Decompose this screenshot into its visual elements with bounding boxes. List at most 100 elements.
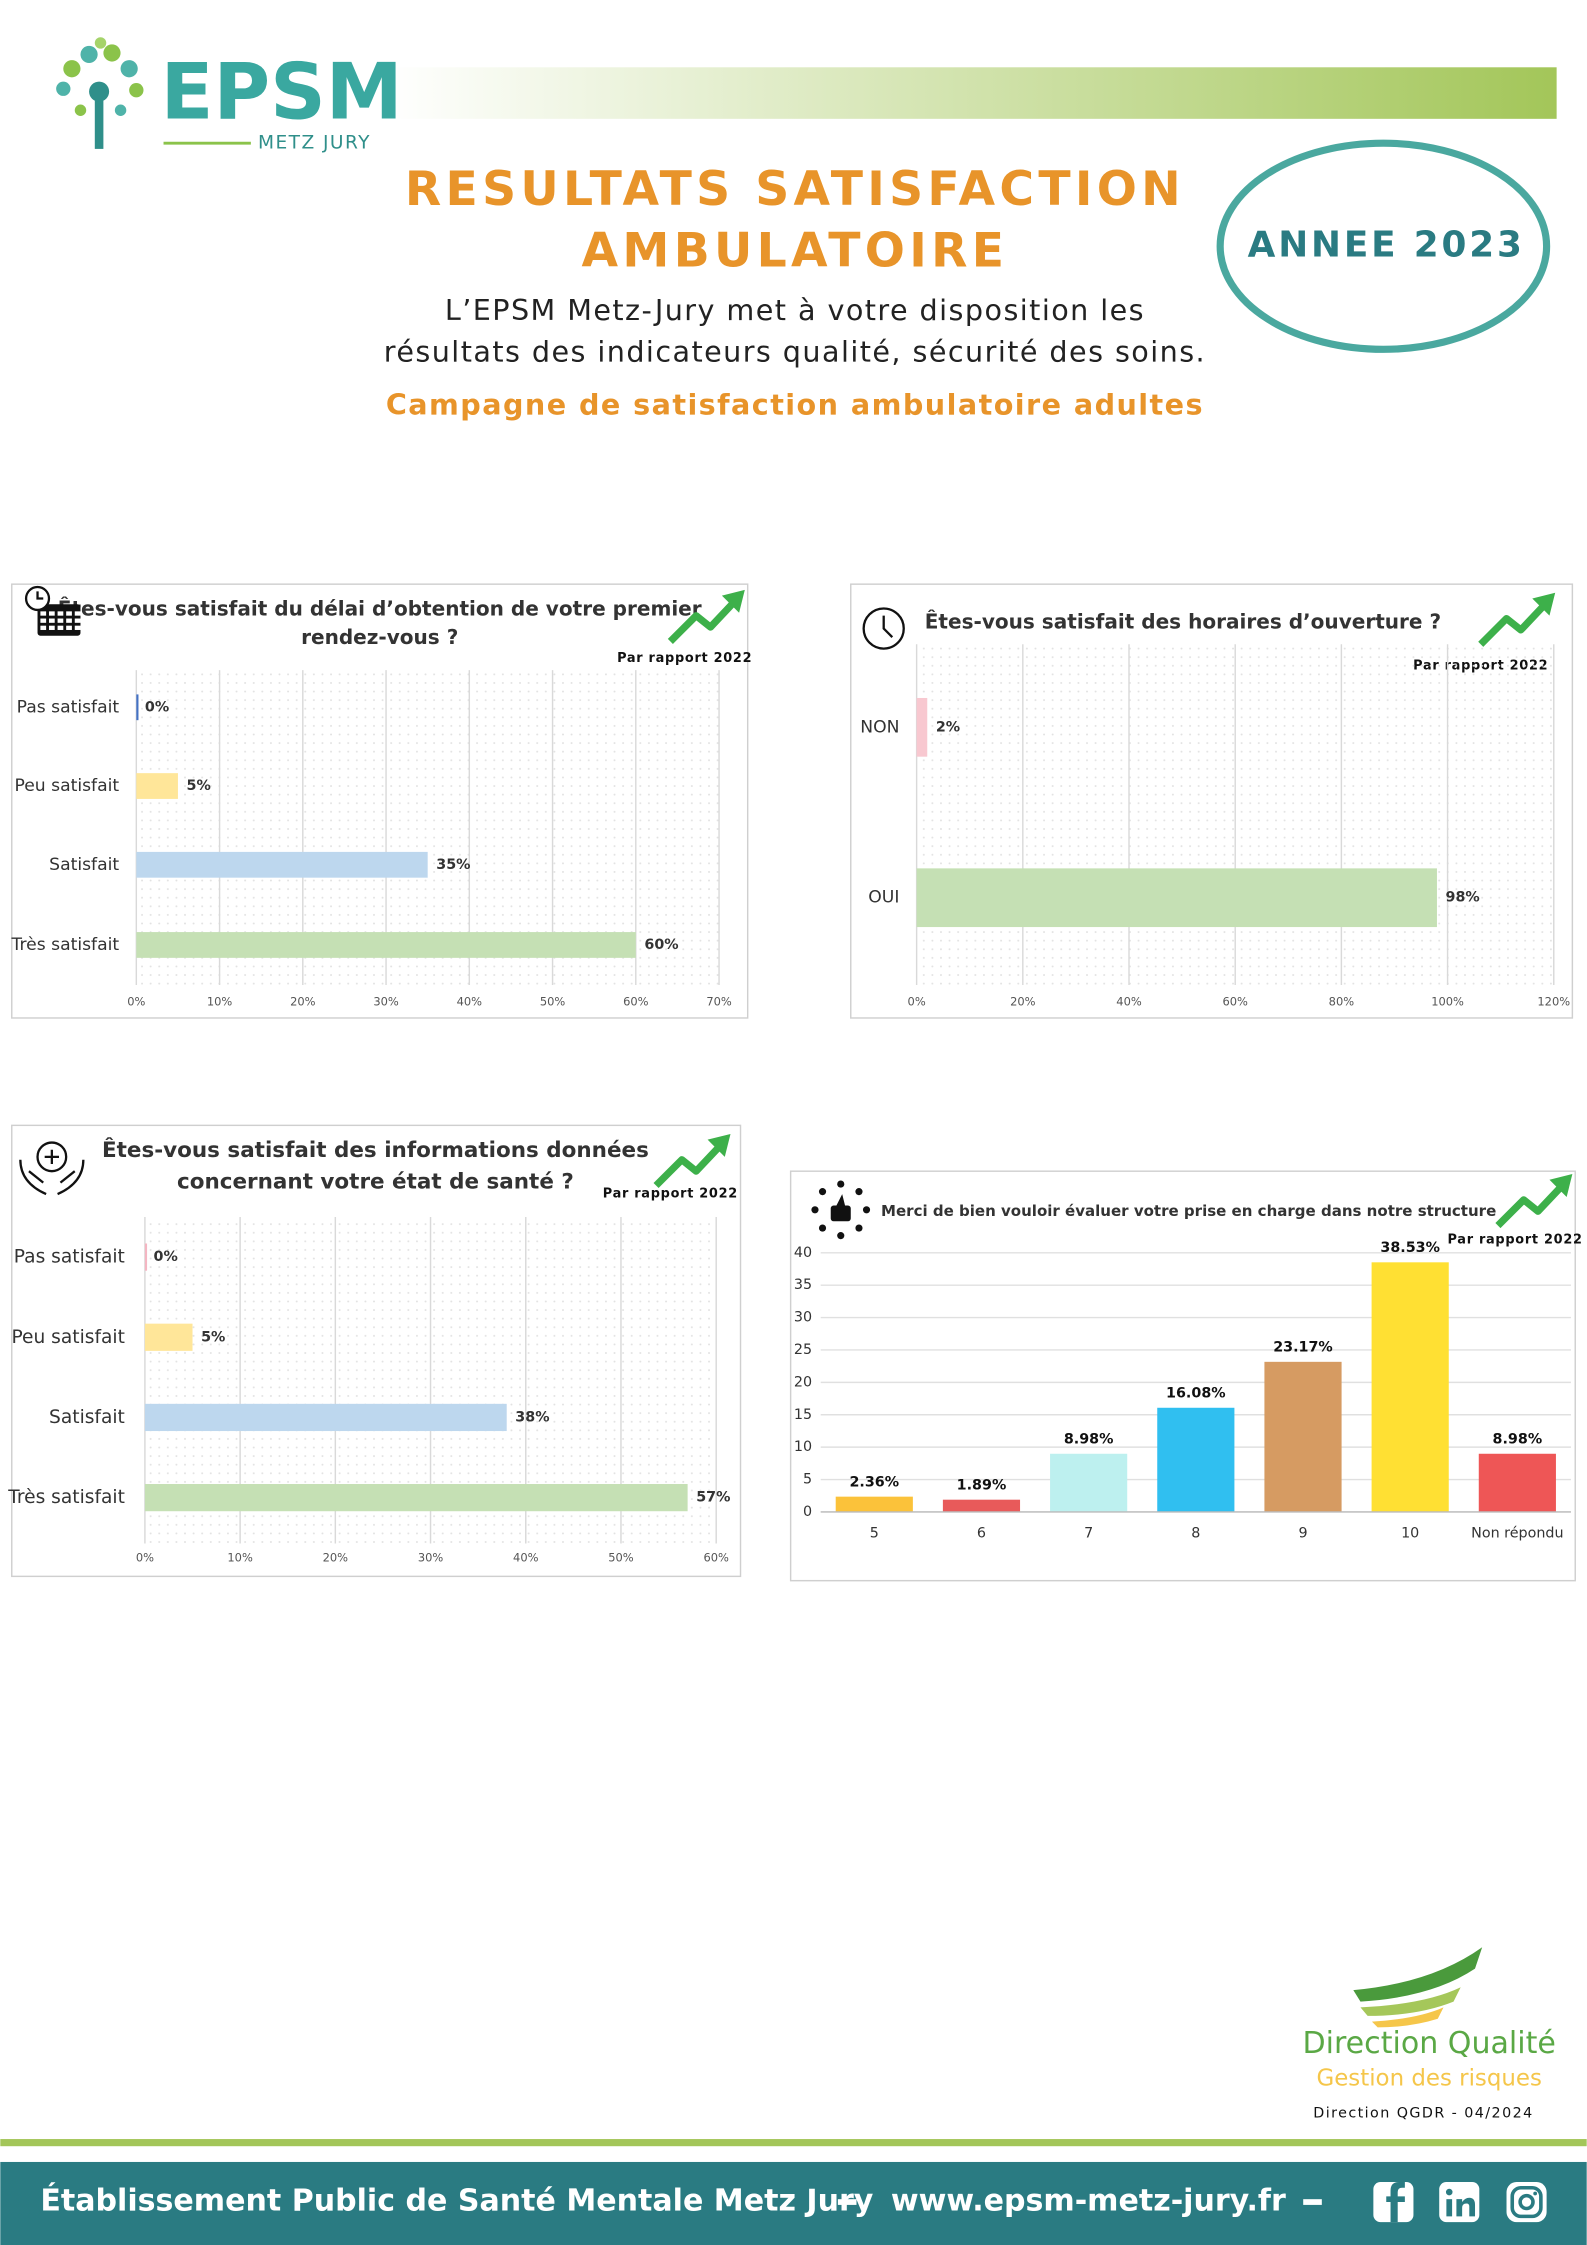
bar	[144, 1403, 507, 1432]
category-label: Très satisfait	[7, 1487, 125, 1508]
x-tick-label: 30%	[373, 995, 399, 1009]
footer-band	[0, 2161, 1587, 2245]
y-tick-label: 30	[794, 1310, 812, 1326]
separator	[1303, 2199, 1322, 2205]
value-label: 38.53%	[1380, 1240, 1440, 1256]
x-tick-label: 40%	[457, 995, 483, 1009]
x-tick-label: 70%	[706, 995, 732, 1009]
x-tick-label: 30%	[418, 1550, 444, 1564]
y-tick-label: 10	[794, 1439, 812, 1455]
x-tick-label: 80%	[1329, 995, 1355, 1009]
icon	[40, 625, 47, 630]
bar	[144, 1323, 193, 1351]
icon	[66, 611, 72, 616]
icon	[836, 1194, 846, 1206]
bar	[136, 773, 178, 799]
x-tick-label: 6	[977, 1525, 986, 1541]
icon	[811, 1206, 819, 1214]
value-label: 5%	[187, 778, 211, 794]
header-band	[386, 67, 1557, 119]
bar	[835, 1496, 913, 1512]
brand: Direction Qualité	[1303, 2026, 1556, 2061]
trend-arrow	[667, 598, 738, 644]
category-label: Satisfait	[49, 855, 119, 875]
x-tick-label: 40%	[1116, 995, 1142, 1009]
chart-title: concernant votre état de santé ?	[177, 1170, 574, 1195]
x-tick-label: 10%	[227, 1550, 253, 1564]
logo-text: EPSM	[161, 47, 403, 137]
x-tick-label: 0%	[136, 1550, 154, 1564]
icon	[862, 607, 905, 650]
x-tick-label: 20%	[323, 1550, 349, 1564]
value-label: 23.17%	[1273, 1340, 1333, 1356]
icon	[882, 615, 894, 638]
category-label: OUI	[868, 888, 899, 908]
x-tick-label: 50%	[608, 1550, 634, 1564]
subtitle: Campagne de satisfaction ambulatoire adu…	[386, 388, 1204, 422]
icon	[74, 611, 81, 616]
x-tick-label: 0%	[127, 995, 145, 1009]
x-tick-label: 20%	[1010, 995, 1036, 1009]
x-tick-label: Non répondu	[1471, 1525, 1563, 1541]
x-tick-label: 100%	[1431, 995, 1464, 1009]
x-tick-label: 10	[1401, 1525, 1419, 1541]
chart-title: Êtes-vous satisfait des horaires d’ouver…	[925, 609, 1441, 633]
value-label: 1.89%	[957, 1477, 1007, 1493]
chart-title: rendez-vous ?	[301, 625, 458, 649]
chart-title: Merci de bien vouloir évaluer votre pris…	[881, 1202, 1496, 1220]
ref: Direction QGDR - 04/2024	[1313, 2105, 1533, 2121]
trend-arrow	[721, 589, 745, 613]
icon	[818, 1224, 827, 1232]
value-label: 0%	[145, 699, 169, 715]
trend-arrow	[1495, 1183, 1565, 1229]
category-label: Peu satisfait	[11, 1327, 124, 1348]
y-tick-label: 25	[794, 1342, 812, 1358]
icon	[74, 618, 81, 623]
x-tick-label: 120%	[1537, 995, 1570, 1009]
icon	[837, 1180, 845, 1188]
separator	[837, 2199, 857, 2205]
bar	[1264, 1361, 1342, 1512]
icon	[830, 1205, 851, 1222]
trend-arrow	[1549, 1174, 1573, 1197]
icon	[66, 625, 72, 630]
x-tick-label: 60%	[1222, 995, 1248, 1009]
icon	[818, 1188, 827, 1196]
bar	[942, 1499, 1021, 1512]
value-label: 8.98%	[1064, 1431, 1114, 1447]
category-label: NON	[860, 717, 899, 737]
icon	[855, 1188, 863, 1196]
category-label: Très satisfait	[11, 935, 120, 955]
url: www.epsm-metz-jury.fr	[891, 2184, 1286, 2219]
y-tick-label: 35	[794, 1277, 812, 1293]
bar	[144, 1484, 688, 1512]
chart-panel: Êtes-vous satisfait des horaires d’ouver…	[850, 583, 1574, 1019]
trend-arrow	[1478, 601, 1548, 647]
bar	[144, 1243, 148, 1271]
chart-panel: Êtes-vous satisfait du délai d’obtention…	[11, 583, 752, 1019]
page-title: RESULTATS SATISFACTION	[405, 162, 1185, 217]
social-icons	[1373, 2182, 1547, 2223]
x-tick-label: 60%	[623, 995, 649, 1009]
chart-title: Êtes-vous satisfait du délai d’obtention…	[58, 596, 702, 620]
category-label: Peu satisfait	[14, 776, 119, 796]
bar	[136, 851, 428, 878]
icon	[36, 1141, 68, 1173]
value-label: 0%	[154, 1249, 178, 1265]
logo-sub: METZ JURY	[258, 133, 371, 154]
y-tick-label: 15	[794, 1407, 812, 1423]
category-label: Satisfait	[49, 1407, 125, 1428]
value-label: 2.36%	[849, 1474, 899, 1490]
x-tick-label: 5	[870, 1525, 879, 1541]
trend-arrow	[653, 1142, 724, 1189]
icon	[57, 625, 64, 630]
y-tick-label: 40	[794, 1245, 812, 1261]
y-tick-label: 0	[803, 1504, 812, 1520]
icon	[44, 1149, 60, 1165]
x-tick-label: 60%	[703, 1550, 729, 1564]
icon	[74, 625, 81, 630]
trend-note: Par rapport 2022	[617, 651, 752, 666]
category-label: Pas satisfait	[17, 697, 120, 717]
